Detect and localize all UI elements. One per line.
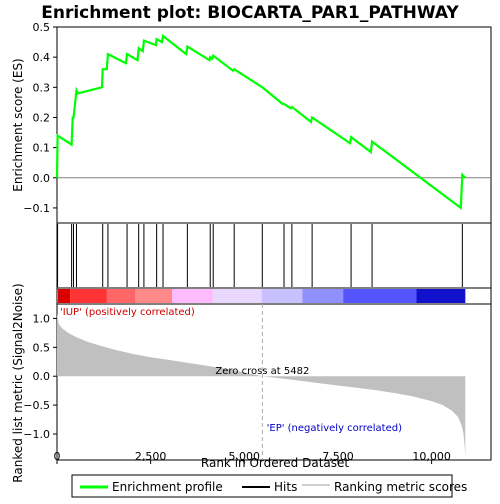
chart-title: Enrichment plot: BIOCARTA_PAR1_PATHWAY: [41, 3, 459, 23]
colorbar-cell: [106, 289, 136, 303]
colorbar-cell: [58, 289, 71, 303]
legend: Enrichment profile Hits Ranking metric s…: [71, 474, 467, 498]
es-y-tick-label: −0.1: [23, 202, 50, 215]
metric-x-ticks: 0 2,500 5,000 7,500 10,000: [54, 450, 451, 464]
metric-y-tick-label: 1.0: [33, 312, 51, 325]
es-y-tick-label: 0.0: [33, 172, 51, 185]
hit-lines: [57, 224, 463, 287]
x-tick-label: 7,500: [322, 450, 354, 463]
x-axis-label: Rank in Ordered Dataset: [201, 456, 349, 470]
es-y-axis-label: Enrichment score (ES): [11, 58, 25, 191]
x-tick-label: 5,000: [229, 450, 261, 463]
zero-cross-label: Zero cross at 5482: [215, 366, 309, 377]
negative-correlation-label: 'EP' (negatively correlated): [267, 423, 402, 434]
ranking-metric-area: [57, 313, 466, 458]
colorbar-cell: [172, 289, 213, 303]
es-y-tick-label: 0.5: [33, 21, 51, 34]
colorbar-cell: [70, 289, 107, 303]
colorbar-cells: [58, 289, 466, 303]
enrichment-score-panel: −0.1 0.0 0.1 0.2 0.3 0.4 0.5 Enrichment score …: [11, 21, 492, 224]
legend-metric-label: Ranking metric scores: [334, 480, 467, 494]
x-tick-label: 0: [54, 450, 61, 463]
colorbar-cell: [343, 289, 417, 303]
metric-y-tick-label: 0.0: [33, 370, 51, 383]
hits-panel: [56, 222, 492, 289]
es-y-tick-label: 0.2: [33, 111, 51, 124]
metric-y-axis-label: Ranked list metric (Signal2Noise): [11, 283, 25, 482]
metric-y-tick-label: 0.5: [33, 341, 51, 354]
es-plot-frame: [56, 26, 492, 224]
ranked-list-colorbar: [56, 287, 492, 305]
metric-y-ticks: −1.0 −0.5 0.0 0.5 1.0: [23, 312, 57, 441]
colorbar-cell: [212, 289, 262, 303]
ranked-metric-panel: −1.0 −0.5 0.0 0.5 1.0 0 2,500 5,000 7,500 10,000…: [11, 283, 492, 483]
x-tick-label: 10,000: [412, 450, 451, 463]
enrichment-profile-line: [55, 34, 467, 211]
es-y-tick-label: 0.3: [33, 81, 51, 94]
legend-hits-label: Hits: [274, 480, 297, 494]
legend-enrichment-label: Enrichment profile: [112, 480, 223, 494]
es-y-ticks: −0.1 0.0 0.1 0.2 0.3 0.4 0.5: [23, 21, 57, 215]
colorbar-cell: [416, 289, 466, 303]
es-y-tick-label: 0.1: [33, 142, 51, 155]
metric-y-tick-label: −1.0: [23, 428, 50, 441]
x-tick-label: 2,500: [135, 450, 167, 463]
positive-correlation-label: 'IUP' (positively correlated): [60, 307, 195, 318]
colorbar-cell: [302, 289, 344, 303]
colorbar-cell: [261, 289, 303, 303]
colorbar-cell: [135, 289, 173, 303]
es-y-tick-label: 0.4: [33, 51, 51, 64]
metric-y-tick-label: −0.5: [23, 399, 50, 412]
hits-frame: [56, 222, 492, 289]
